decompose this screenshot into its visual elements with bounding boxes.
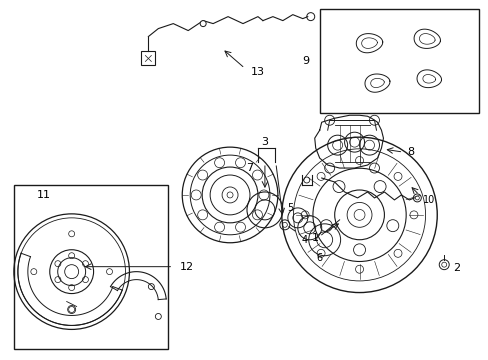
Text: 1: 1 xyxy=(311,233,319,243)
Text: 9: 9 xyxy=(302,56,309,66)
Text: 7: 7 xyxy=(246,163,253,173)
Text: 5: 5 xyxy=(286,203,292,213)
Text: 4: 4 xyxy=(301,235,307,245)
Bar xyxy=(319,9,478,113)
Text: 13: 13 xyxy=(250,67,264,77)
Text: 3: 3 xyxy=(261,137,268,147)
Text: 10: 10 xyxy=(423,195,435,205)
Text: 11: 11 xyxy=(37,190,51,200)
Circle shape xyxy=(200,21,206,27)
Text: 2: 2 xyxy=(453,263,460,273)
Text: 6: 6 xyxy=(316,253,322,263)
Text: 8: 8 xyxy=(407,147,414,157)
Text: 12: 12 xyxy=(180,262,194,272)
Bar xyxy=(141,51,155,66)
Bar xyxy=(14,185,168,349)
